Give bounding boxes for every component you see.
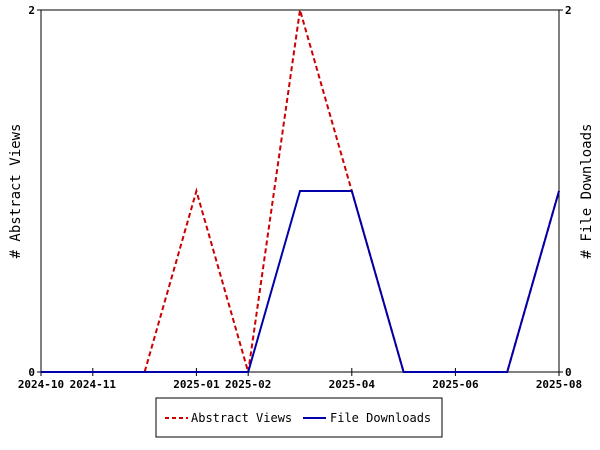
x-tick-label: 2024-11 [70,378,117,391]
x-tick-label: 2024-10 [18,378,64,391]
y-axis-title-right: # File Downloads [579,124,595,259]
y-tick-label-left: 2 [28,4,35,17]
series-layer [41,9,560,373]
legend: Abstract Views File Downloads [155,397,443,438]
y-tick-label-right: 0 [565,366,572,379]
x-tick-label: 2025-01 [173,378,220,391]
legend-box [155,397,443,438]
x-tick-label: 2025-06 [432,378,479,391]
y-tick-label-left: 0 [28,366,35,379]
legend-label-file-downloads: File Downloads [330,411,431,425]
x-tick-label: 2025-08 [536,378,582,391]
y-axis: 0 2 0 2 [28,4,571,379]
y-axis-title-left: # Abstract Views [8,124,24,259]
x-axis: 2024-10 2024-11 2025-01 2025-02 2025-04 2025-… [18,368,582,391]
legend-label-abstract-views: Abstract Views [191,411,292,425]
series-line-file-downloads [41,190,560,373]
y-tick-label-right: 2 [565,4,572,17]
x-tick-label: 2025-02 [225,378,271,391]
x-tick-label: 2025-04 [329,378,376,391]
